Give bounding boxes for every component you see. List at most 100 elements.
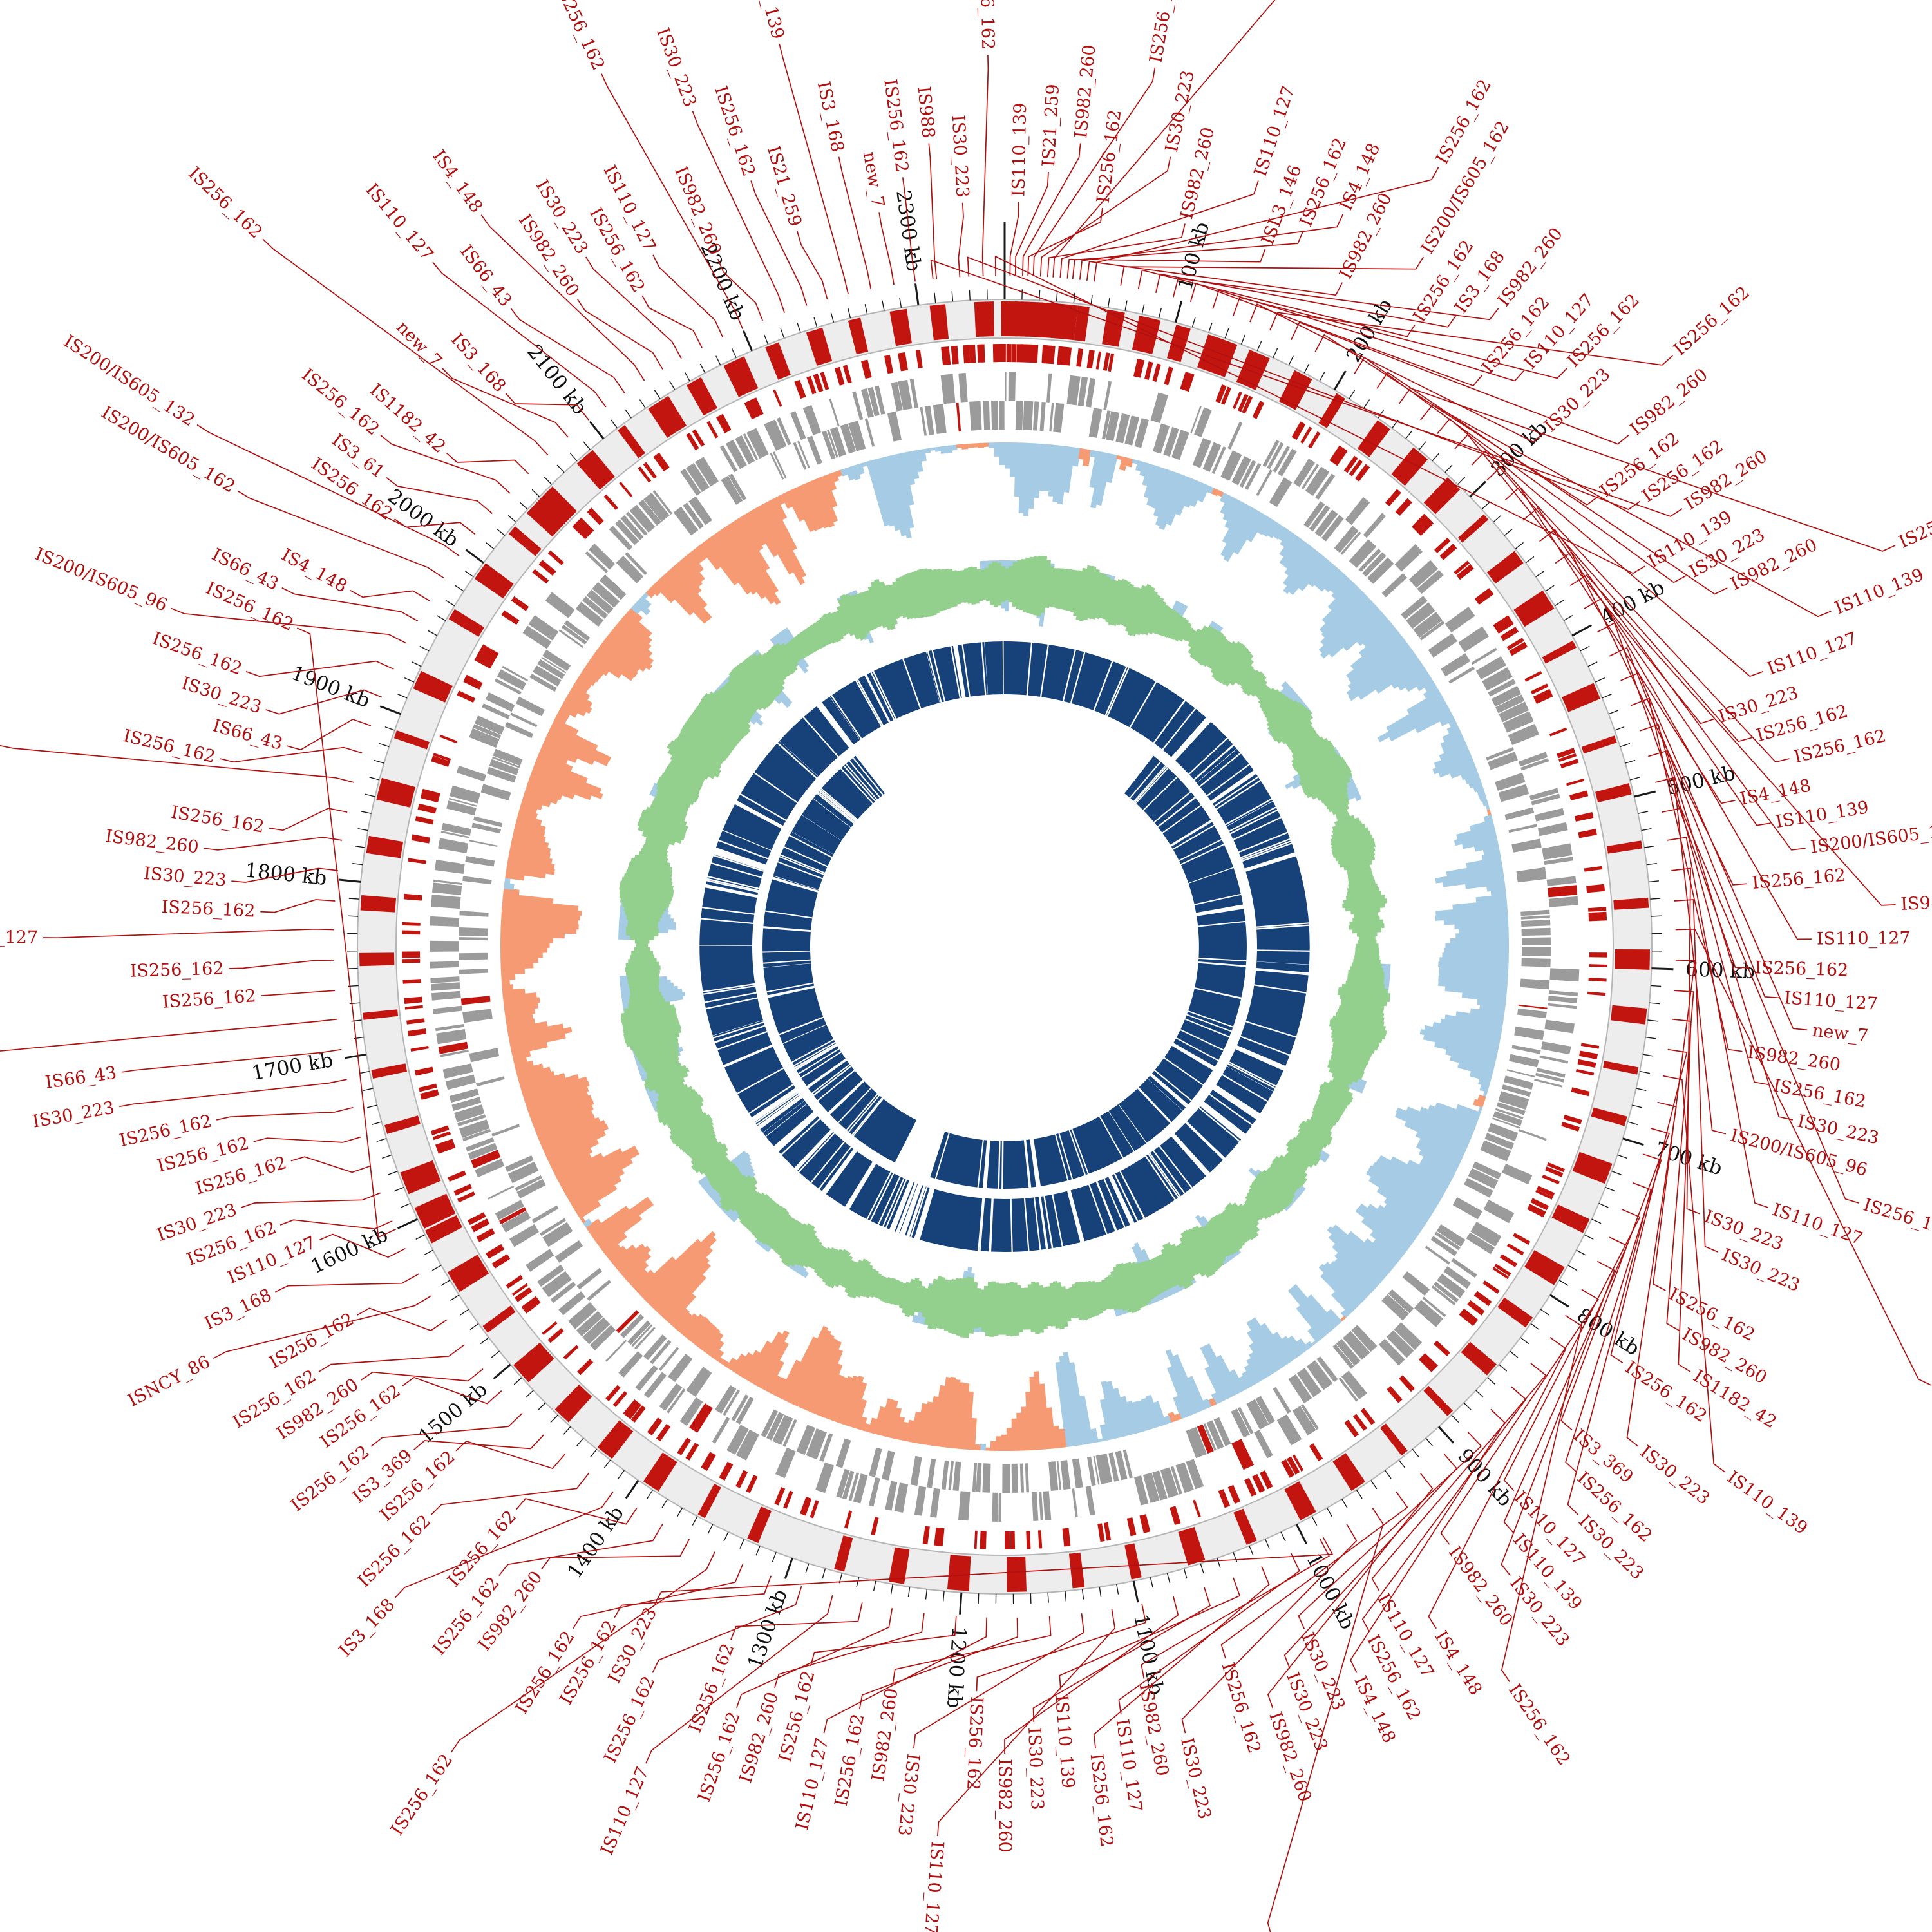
is-label: IS982_260 (1135, 1681, 1173, 1777)
leader-line (1172, 278, 1499, 321)
is-label: IS21_259 (763, 144, 806, 229)
leader-line (213, 1295, 432, 1359)
leader-line (1354, 356, 1687, 583)
leader-line (0, 1018, 338, 1052)
is-label: IS110_127 (1765, 629, 1860, 679)
kb-tick (361, 811, 372, 814)
is-label: IS4_148 (428, 147, 486, 217)
leader-line (1039, 156, 1171, 277)
is-label: IS256_162 (387, 1750, 457, 1839)
kb-tick (1558, 1280, 1569, 1286)
kb-tick (1065, 1591, 1067, 1602)
leader-line (928, 143, 938, 279)
kb-tick (743, 330, 753, 352)
leader-line (1420, 404, 1832, 618)
is-label: IS66_43 (456, 242, 516, 310)
kb-tick (723, 1531, 729, 1542)
is-label: IS110_139 (1051, 1694, 1078, 1790)
is-label: IS256_162 (354, 1511, 435, 1591)
is-label: IS30_223 (179, 673, 264, 717)
leader-line (1626, 1101, 1677, 1447)
leader-line (1675, 928, 1932, 1386)
kb-tick (942, 1591, 945, 1602)
kb-tick (491, 1350, 500, 1358)
kb-tick (739, 1539, 744, 1549)
is-label: IS3_168 (447, 330, 510, 397)
leader-line (1584, 598, 1812, 940)
kb-tick (934, 292, 936, 303)
leader-line (1267, 1508, 1384, 1932)
leader-line (1440, 1289, 1599, 1545)
leader-line (1648, 750, 1793, 1121)
is-label: IS110_127 (1783, 988, 1878, 1014)
kb-tick (864, 304, 868, 315)
is-label: IS30_223 (1540, 365, 1614, 436)
kb-tick (1303, 363, 1310, 374)
leader-line (810, 1616, 957, 1667)
kb-tick (784, 1557, 793, 1579)
is-label: IS30_223 (948, 115, 972, 198)
kb-tick (1520, 1337, 1530, 1345)
kb-tick (1487, 1377, 1496, 1385)
kb-tick (1595, 677, 1605, 683)
leader-line (692, 111, 786, 313)
is-label: new_7 (1812, 1021, 1870, 1046)
kb-tick (1150, 1577, 1153, 1587)
leader-line (1059, 180, 1259, 278)
kb-tick (450, 1294, 460, 1301)
kb-tick (1535, 571, 1545, 578)
leader-line (967, 256, 1641, 510)
kb-tick (1398, 1459, 1406, 1469)
kb-tick (805, 1563, 810, 1574)
kb-tick (1576, 1249, 1586, 1256)
is-label: IS30_223 (1177, 1736, 1215, 1821)
leader-line (1350, 1408, 1506, 1673)
leader-line (994, 255, 1646, 574)
kb-tick (899, 297, 902, 308)
leader-line (652, 254, 724, 338)
kb-tick (1499, 1364, 1508, 1372)
leader-line (204, 837, 343, 851)
core-genome-inner (760, 755, 1248, 1191)
kb-tick (348, 898, 359, 900)
leader-line (1094, 167, 1439, 282)
is-label: IS256_162 (444, 1507, 520, 1591)
leader-line (641, 295, 703, 348)
leader-line (1376, 372, 1728, 595)
leader-line (196, 424, 460, 556)
leader-line (296, 627, 397, 1238)
kb-tick (1605, 1187, 1616, 1192)
leader-line (1298, 1432, 1482, 1629)
kb-tick (397, 1218, 419, 1229)
kb-tick (374, 759, 384, 764)
kb-tick-label: 2200 kb (696, 240, 750, 324)
is-label: IS256_162 (170, 802, 266, 837)
is-label: IS982_260 (1444, 1542, 1517, 1629)
kb-tick-label: 2100 kb (522, 341, 591, 419)
leader-line (350, 590, 430, 601)
kb-tick (1116, 1584, 1119, 1595)
leader-line (402, 1376, 502, 1405)
kb-tick (1039, 290, 1041, 301)
leader-line (1155, 273, 1457, 328)
leader-line (275, 1273, 419, 1293)
leader-line (958, 202, 964, 278)
leader-line (730, 1602, 863, 1640)
leader-line (245, 660, 394, 677)
kb-tick (1444, 464, 1453, 473)
leader-line (360, 1368, 484, 1382)
kb-tick (1370, 1480, 1378, 1490)
kb-tick (603, 1459, 611, 1469)
leader-line (773, 1613, 925, 1689)
leader-line (1555, 551, 1747, 886)
is-label: IS982_260 (1626, 365, 1711, 439)
leader-line (1671, 1018, 1692, 1372)
leader-line (930, 259, 1683, 517)
kb-tick (1614, 726, 1625, 731)
kb-tick (436, 614, 446, 621)
kb-tick (455, 585, 464, 592)
kb-tick (384, 726, 395, 731)
leader-line (432, 261, 607, 408)
kb-tick (1437, 1426, 1455, 1444)
kb-tick (440, 1280, 451, 1286)
